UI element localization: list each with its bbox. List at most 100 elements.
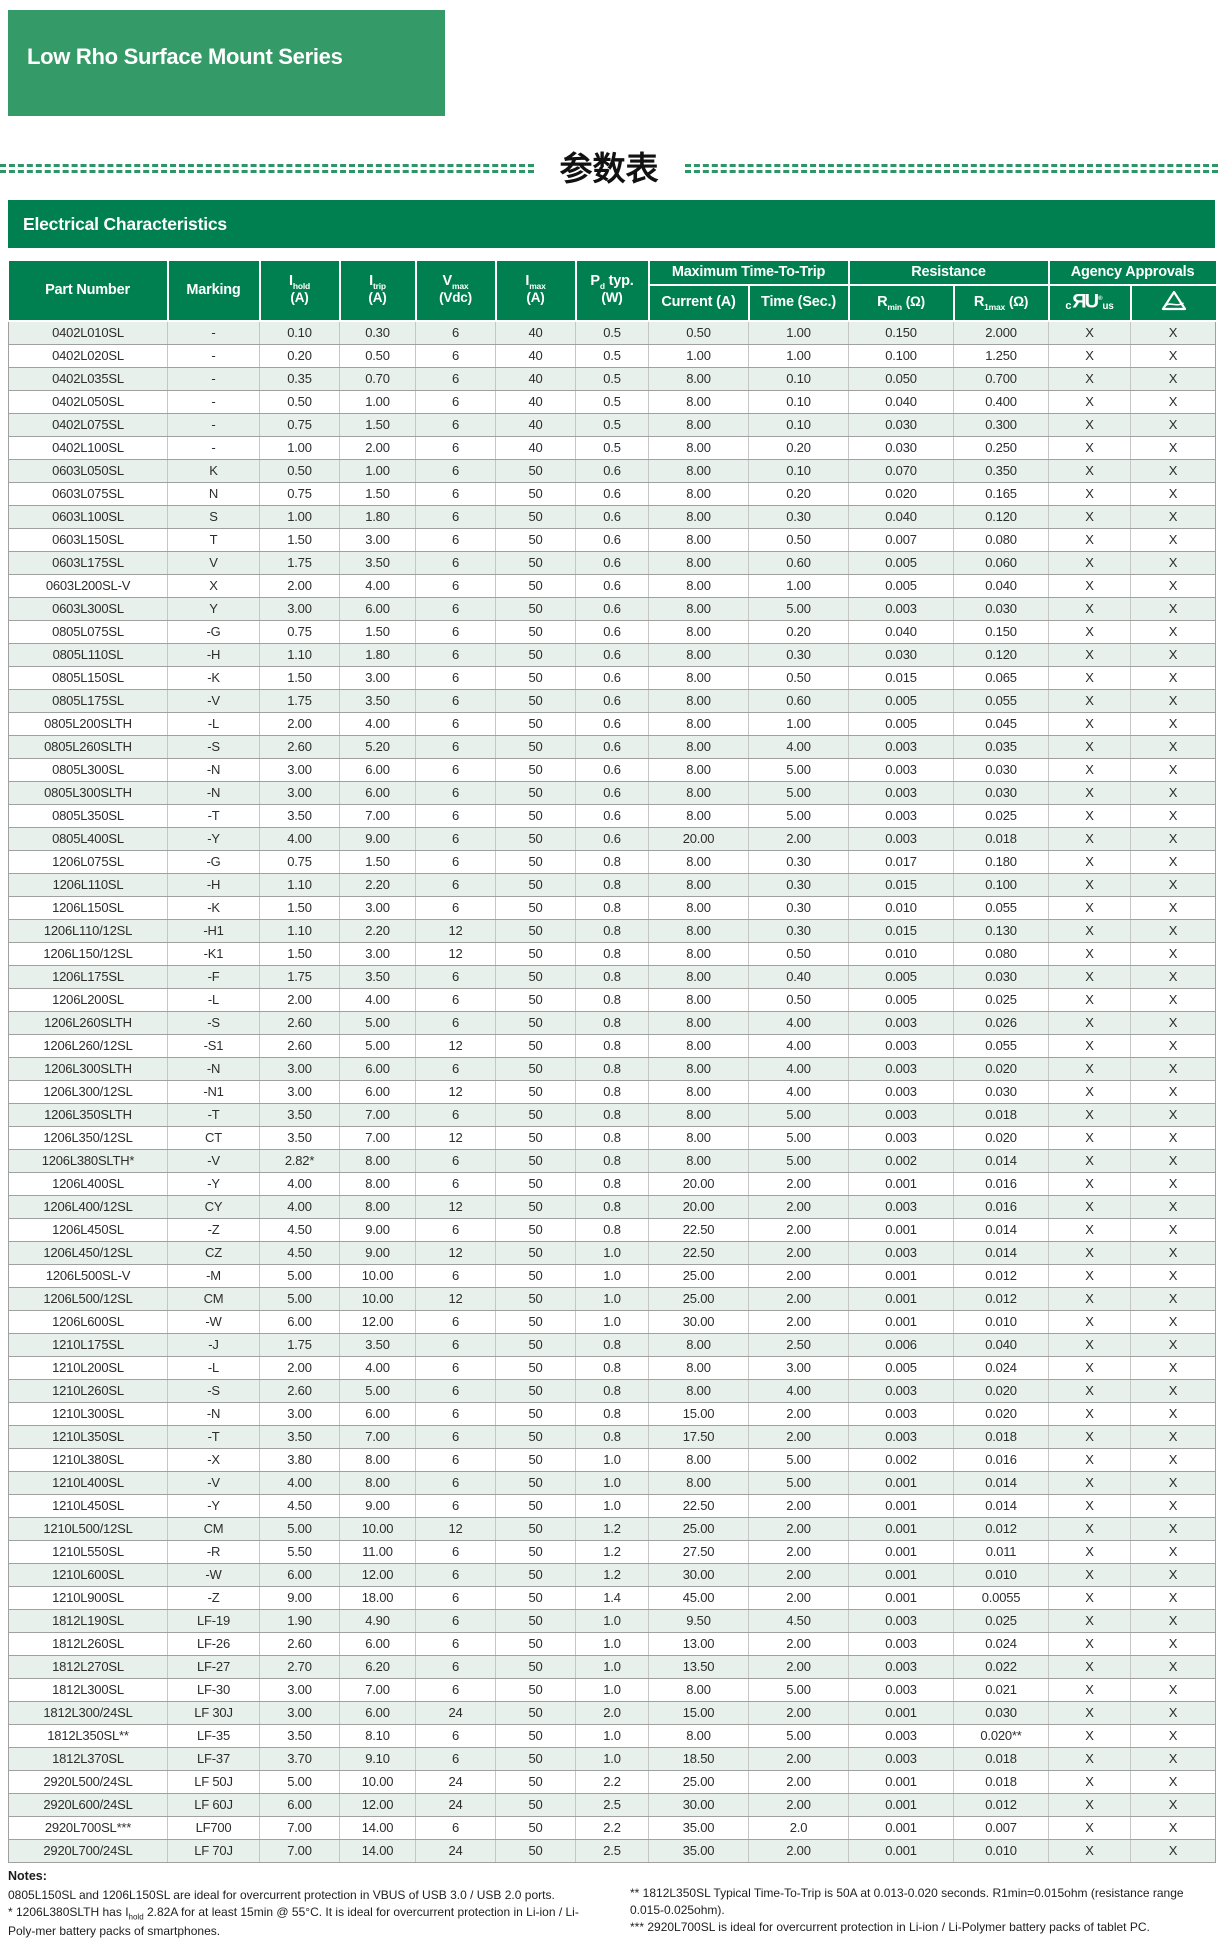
cell-v_max: 12 [415,1126,496,1150]
cell-i_trip: 2.20 [339,873,416,897]
cell-cul-approval: X [1048,574,1132,598]
cell-v_max: 12 [415,1517,496,1541]
cell-marking: CM [167,1287,260,1311]
cell-r_min: 0.005 [848,574,954,598]
cell-triangle-approval: X [1130,1747,1217,1771]
cell-marking: - [167,320,260,345]
cell-i_hold: 4.50 [259,1494,340,1518]
cell-i_trip: 7.00 [339,1678,416,1702]
cell-pd_typ: 1.0 [575,1310,649,1334]
table-row: 0805L300SL -N 3.00 6.00 6 50 0.6 8.00 5.00 0.003 0… [8,758,1217,782]
cell-part_number: 1210L380SL [8,1448,168,1472]
cell-ttt_current: 8.00 [648,436,749,460]
table-row: 0402L010SL -0.10 0.30 6 40 0.5 0.50 1.00 0.150 2.… [8,320,1217,345]
cell-ttt_current: 13.50 [648,1655,749,1679]
cell-ttt_time: 0.60 [748,689,849,713]
cell-i_max: 50 [495,873,576,897]
cell-ttt_time: 4.00 [748,1011,849,1035]
cell-part_number: 0603L100SL [8,505,168,529]
cell-i_max: 50 [495,1034,576,1058]
cell-part_number: 1206L175SL [8,965,168,989]
cell-r_1max: 0.018 [952,827,1050,851]
table-row: 1210L600SL -W 6.00 12.00 6 50 1.2 30.00 2.00 0.00… [8,1563,1217,1587]
cell-v_max: 6 [415,689,496,713]
cell-marking: -S1 [167,1034,260,1058]
cell-ttt_time: 2.00 [748,1839,849,1863]
cell-r_min: 0.003 [848,1425,954,1449]
cell-marking: -J [167,1333,260,1357]
table-row: 1812L260SL LF-26 2.60 6.00 6 50 1.0 13.00 2.00 0.… [8,1632,1217,1656]
cell-triangle-approval: X [1130,1448,1217,1472]
cell-v_max: 6 [415,1356,496,1380]
cell-cul-approval: X [1048,1011,1132,1035]
cell-triangle-approval: X [1130,919,1217,943]
cell-part_number: 1206L075SL [8,850,168,874]
cell-marking: S [167,505,260,529]
cell-v_max: 6 [415,574,496,598]
cell-triangle-approval: X [1130,1126,1217,1150]
cell-r_min: 0.005 [848,965,954,989]
cell-pd_typ: 0.8 [575,1034,649,1058]
cell-i_trip: 8.00 [339,1471,416,1495]
cell-part_number: 1812L270SL [8,1655,168,1679]
col-group-resistance: Resistance [847,261,1050,286]
cell-cul-approval: X [1048,804,1132,828]
cell-triangle-approval: X [1130,1379,1217,1403]
cell-triangle-approval: X [1130,1655,1217,1679]
cell-i_hold: 1.75 [259,965,340,989]
table-row: 1812L370SL LF-37 3.70 9.10 6 50 1.0 18.50 2.00 0.… [8,1747,1217,1771]
table-row: 1812L270SL LF-27 2.70 6.20 6 50 1.0 13.50 2.00 0.… [8,1655,1217,1679]
cell-ttt_time: 5.00 [748,758,849,782]
cell-r_min: 0.003 [848,1655,954,1679]
cell-r_min: 0.040 [848,620,954,644]
table-row: 1210L400SL -V 4.00 8.00 6 50 1.0 8.00 5.00 0.001 0… [8,1471,1217,1495]
cell-i_trip: 6.00 [339,1632,416,1656]
cell-v_max: 24 [415,1793,496,1817]
cell-pd_typ: 1.0 [575,1747,649,1771]
cell-i_trip: 7.00 [339,1425,416,1449]
cell-r_min: 0.003 [848,1103,954,1127]
cell-cul-approval: X [1048,1195,1132,1219]
cell-v_max: 12 [415,1287,496,1311]
cell-part_number: 1812L260SL [8,1632,168,1656]
cell-r_1max: 0.010 [952,1563,1050,1587]
cell-cul-approval: X [1048,1218,1132,1242]
cell-v_max: 6 [415,896,496,920]
cell-pd_typ: 0.6 [575,528,649,552]
table-header: Part Number Marking Ihold (A) Itrip (A) Vm… [8,261,1216,322]
cell-i_max: 50 [495,643,576,667]
col-header-triangle-cert [1129,284,1216,322]
cell-r_1max: 0.400 [952,390,1050,414]
cell-i_max: 50 [495,1218,576,1242]
cell-pd_typ: 0.8 [575,1011,649,1035]
cell-part_number: 0603L175SL [8,551,168,575]
cell-i_hold: 1.00 [259,436,340,460]
cell-i_trip: 8.00 [339,1149,416,1173]
cell-cul-approval: X [1048,1655,1132,1679]
cell-part_number: 0402L020SL [8,344,168,368]
cell-pd_typ: 2.5 [575,1839,649,1863]
cell-ttt_current: 8.00 [648,1471,749,1495]
cell-triangle-approval: X [1130,1839,1217,1863]
cell-triangle-approval: X [1130,942,1217,966]
cell-v_max: 6 [415,459,496,483]
cell-triangle-approval: X [1130,459,1217,483]
cell-i_trip: 0.50 [339,344,416,368]
table-row: 1210L380SL -X 3.80 8.00 6 50 1.0 8.00 5.00 0.002 0… [8,1448,1217,1472]
electrical-characteristics-table: Part Number Marking Ihold (A) Itrip (A) Vm… [8,261,1217,1863]
cell-r_min: 0.003 [848,1241,954,1265]
cell-i_max: 50 [495,528,576,552]
cell-r_min: 0.001 [848,1563,954,1587]
cell-marking: -H1 [167,919,260,943]
cell-triangle-approval: X [1130,1172,1217,1196]
table-row: 1206L260/12SL -S1 2.60 5.00 12 50 0.8 8.00 4.00 0… [8,1034,1217,1058]
cell-i_max: 50 [495,1379,576,1403]
cell-v_max: 6 [415,1103,496,1127]
cell-marking: - [167,367,260,391]
cell-v_max: 6 [415,1333,496,1357]
cell-pd_typ: 0.5 [575,320,649,345]
col-header-pd-typ: Pd typ. (W) [574,261,650,322]
cell-r_1max: 0.026 [952,1011,1050,1035]
cell-part_number: 1206L450/12SL [8,1241,168,1265]
